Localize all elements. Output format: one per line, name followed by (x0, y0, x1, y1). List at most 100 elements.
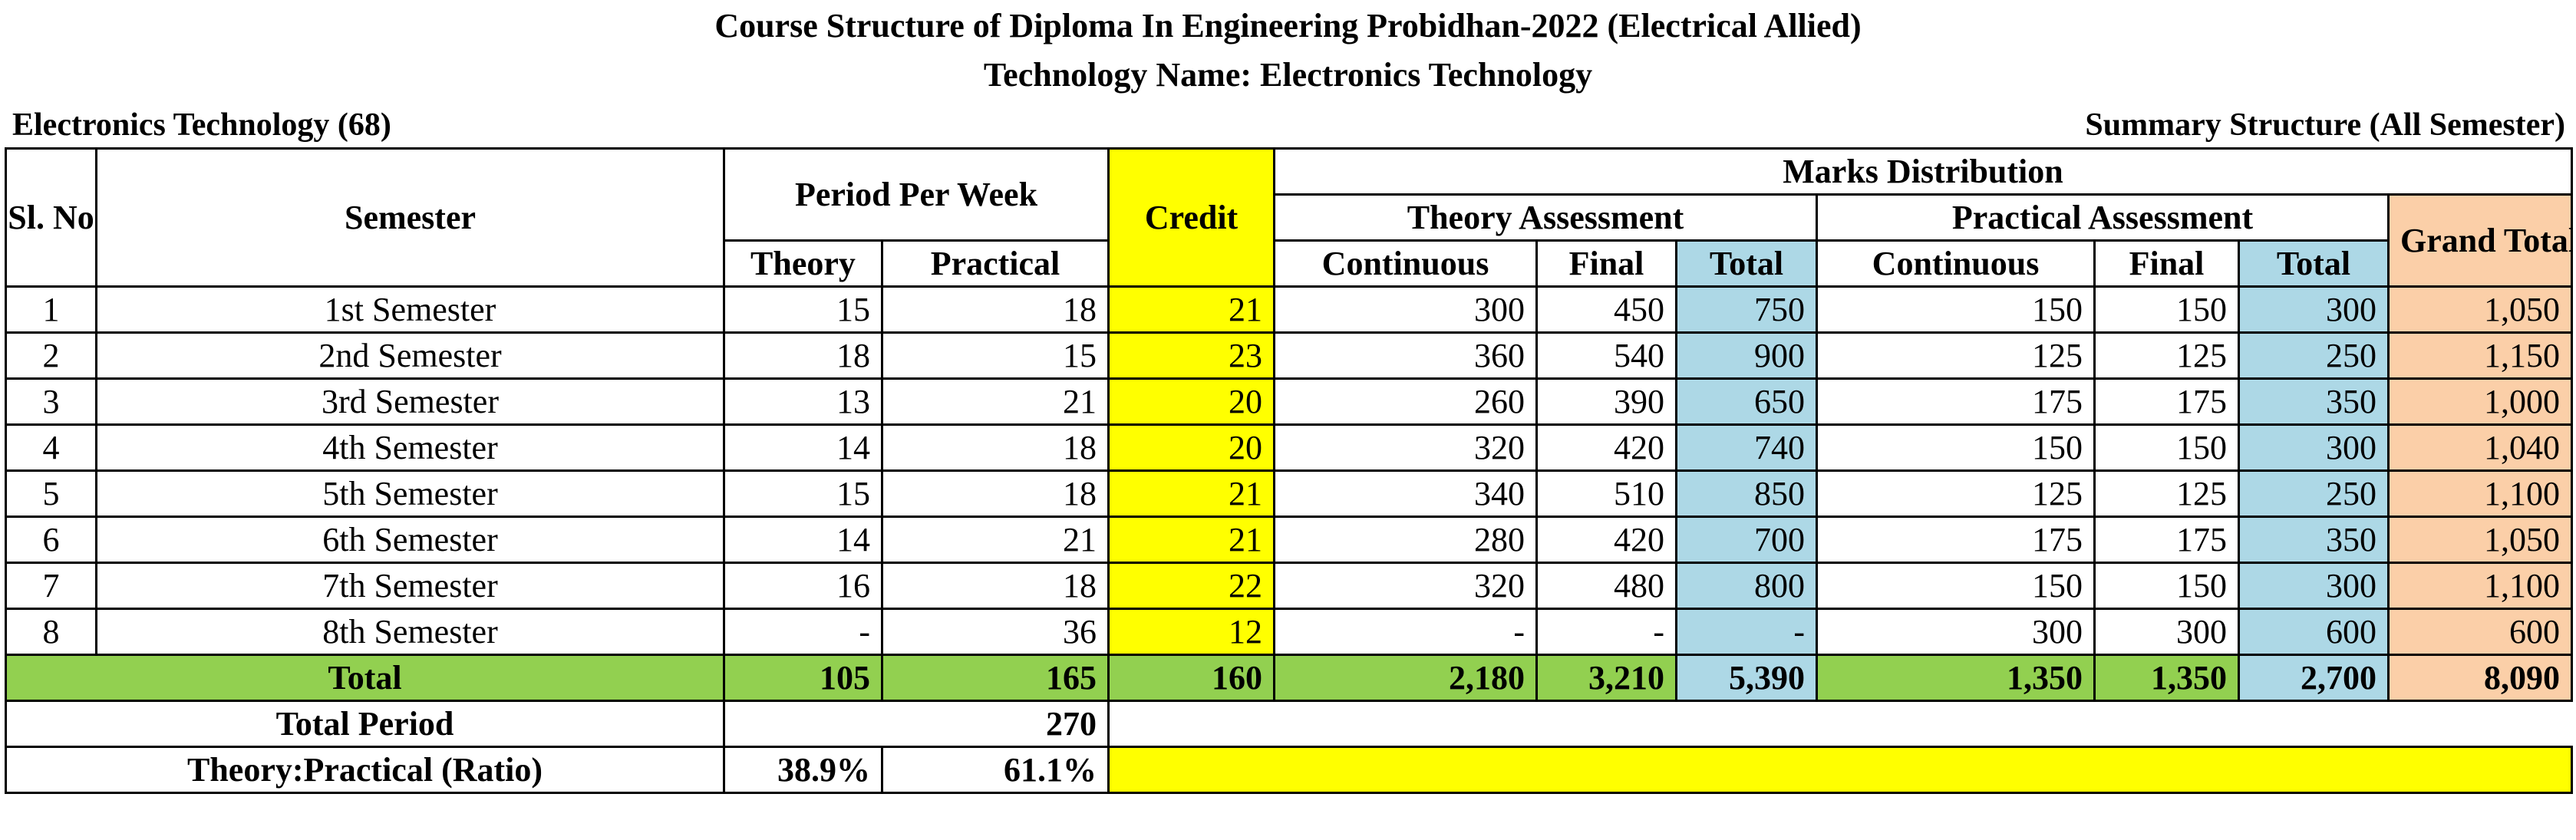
ratio-row: Theory:Practical (Ratio) 38.9% 61.1% (5, 746, 2574, 794)
technology-name: Technology Name: Electronics Technology (983, 56, 1593, 94)
cell-practical-final: 175 (2093, 377, 2241, 426)
cell-grand-total: 1,100 (2387, 469, 2574, 518)
total-theory: 105 (723, 654, 883, 702)
cell-semester: 2nd Semester (95, 331, 725, 380)
header-practical-final: Final (2093, 239, 2241, 288)
table-row: 5 5th Semester 15 18 21 340 510 850 125 125 250 1,1… (5, 469, 2574, 518)
cell-period-theory: - (723, 608, 883, 656)
cell-theory-total: 650 (1675, 377, 1819, 426)
table-row: 3 3rd Semester 13 21 20 260 390 650 175 175 350 1,0… (5, 377, 2574, 426)
header-theory-total: Total (1675, 239, 1819, 288)
header-practical-total: Total (2238, 239, 2390, 288)
technology-code-label: Electronics Technology (68) (12, 107, 391, 143)
total-practical-total: 2,700 (2238, 654, 2390, 702)
cell-theory-continuous: 320 (1273, 423, 1539, 472)
cell-credit: 20 (1107, 423, 1276, 472)
cell-practical-total: 300 (2238, 285, 2390, 334)
header-period-per-week: Period Per Week (722, 147, 1110, 242)
cell-credit: 20 (1107, 377, 1276, 426)
total-practical-continuous: 1,350 (1816, 654, 2096, 702)
header-semester: Semester (95, 147, 725, 288)
cell-theory-total: - (1675, 608, 1819, 656)
table-row: 7 7th Semester 16 18 22 320 480 800 150 150 300 1,1… (5, 562, 2574, 610)
cell-period-theory: 14 (723, 516, 883, 564)
total-period-value: 270 (722, 700, 1110, 748)
cell-theory-final: 390 (1535, 377, 1678, 426)
total-period-row: Total Period 270 (5, 700, 2572, 748)
total-grand-total: 8,090 (2387, 654, 2574, 702)
cell-practical-continuous: 125 (1816, 469, 2096, 518)
cell-practical-continuous: 125 (1816, 331, 2096, 380)
total-practical-final: 1,350 (2093, 654, 2241, 702)
header-practical-continuous: Continuous (1816, 239, 2096, 288)
cell-theory-final: 450 (1535, 285, 1678, 334)
header-grand-total: Grand Total (2387, 193, 2574, 288)
cell-sl-no: 5 (5, 469, 97, 518)
cell-practical-final: 150 (2093, 562, 2241, 610)
cell-grand-total: 1,050 (2387, 285, 2574, 334)
cell-period-theory: 13 (723, 377, 883, 426)
ratio-label: Theory:Practical (Ratio) (5, 746, 725, 794)
cell-theory-continuous: 320 (1273, 562, 1539, 610)
cell-theory-total: 750 (1675, 285, 1819, 334)
total-theory-final: 3,210 (1535, 654, 1678, 702)
header-sl-no: Sl. No (5, 147, 97, 288)
cell-credit: 12 (1107, 608, 1276, 656)
summary-structure-label: Summary Structure (All Semester) (2085, 107, 2565, 143)
table-row: 6 6th Semester 14 21 21 280 420 700 175 175 350 1,0… (5, 516, 2574, 564)
ratio-theory: 38.9% (723, 746, 883, 794)
header-theory-assessment: Theory Assessment (1273, 193, 1819, 242)
cell-semester: 6th Semester (95, 516, 725, 564)
cell-period-practical: 18 (880, 423, 1110, 472)
ratio-highlight (1107, 746, 2574, 794)
cell-practical-final: 125 (2093, 331, 2241, 380)
header-marks-distribution: Marks Distribution (1273, 147, 2574, 196)
cell-theory-final: 540 (1535, 331, 1678, 380)
cell-theory-continuous: - (1273, 608, 1539, 656)
total-period-blank (1107, 700, 2572, 747)
cell-theory-continuous: 280 (1273, 516, 1539, 564)
cell-period-theory: 15 (723, 469, 883, 518)
total-period-label: Total Period (5, 700, 725, 748)
header-credit: Credit (1107, 147, 1276, 288)
cell-practical-continuous: 150 (1816, 562, 2096, 610)
cell-period-practical: 15 (880, 331, 1110, 380)
cell-theory-continuous: 360 (1273, 331, 1539, 380)
cell-theory-continuous: 340 (1273, 469, 1539, 518)
cell-theory-final: 480 (1535, 562, 1678, 610)
cell-period-practical: 18 (880, 469, 1110, 518)
cell-credit: 21 (1107, 469, 1276, 518)
cell-theory-final: 420 (1535, 516, 1678, 564)
cell-practical-total: 350 (2238, 516, 2390, 564)
header-period-theory: Theory (723, 239, 883, 288)
cell-semester: 4th Semester (95, 423, 725, 472)
cell-semester: 3rd Semester (95, 377, 725, 426)
header-theory-final: Final (1535, 239, 1678, 288)
course-structure-table: Sl. No Semester Period Per Week Credit M… (5, 147, 2574, 794)
cell-semester: 1st Semester (95, 285, 725, 334)
cell-practical-total: 300 (2238, 423, 2390, 472)
cell-theory-final: 510 (1535, 469, 1678, 518)
cell-practical-final: 150 (2093, 423, 2241, 472)
cell-grand-total: 1,150 (2387, 331, 2574, 380)
cell-practical-total: 250 (2238, 331, 2390, 380)
header-practical-assessment: Practical Assessment (1816, 193, 2390, 242)
cell-theory-total: 740 (1675, 423, 1819, 472)
cell-sl-no: 3 (5, 377, 97, 426)
cell-period-practical: 36 (880, 608, 1110, 656)
cell-period-theory: 15 (723, 285, 883, 334)
cell-period-practical: 21 (880, 516, 1110, 564)
cell-period-practical: 21 (880, 377, 1110, 426)
cell-practical-continuous: 300 (1816, 608, 2096, 656)
cell-theory-total: 850 (1675, 469, 1819, 518)
cell-sl-no: 4 (5, 423, 97, 472)
table-row: 2 2nd Semester 18 15 23 360 540 900 125 125 250 1,1… (5, 331, 2574, 380)
total-theory-continuous: 2,180 (1273, 654, 1539, 702)
cell-period-practical: 18 (880, 562, 1110, 610)
cell-grand-total: 600 (2387, 608, 2574, 656)
table-row: 1 1st Semester 15 18 21 300 450 750 150 150 300 1,0… (5, 285, 2574, 334)
cell-practical-final: 175 (2093, 516, 2241, 564)
ratio-practical: 61.1% (880, 746, 1110, 794)
total-row: Total 105 165 160 2,180 3,210 5,390 1,35… (5, 654, 2574, 702)
cell-practical-final: 150 (2093, 285, 2241, 334)
